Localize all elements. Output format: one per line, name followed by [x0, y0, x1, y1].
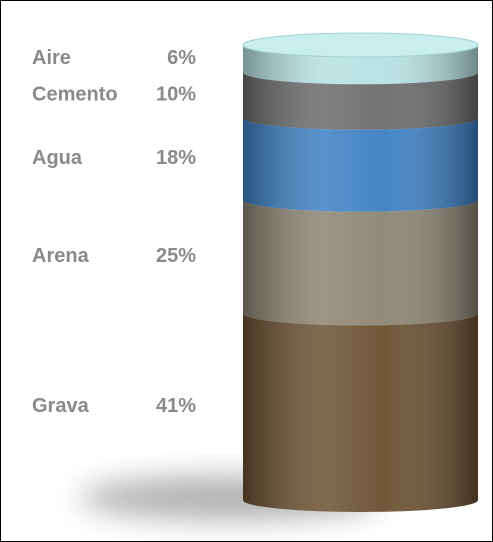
layer-shade	[243, 72, 478, 130]
cylinder	[242, 32, 479, 512]
layer-percent: 18%	[156, 147, 196, 169]
layer-shade	[243, 199, 478, 326]
layer-percent: 25%	[156, 245, 196, 267]
layer-name: Arena	[32, 245, 90, 267]
layer-name: Cemento	[32, 83, 118, 105]
layer-name: Agua	[32, 147, 83, 169]
layer-shade	[243, 313, 478, 512]
layer-percent: 41%	[156, 395, 196, 417]
layer-percent: 6%	[167, 47, 196, 69]
layer-shade	[243, 45, 478, 85]
layer-name: Aire	[32, 47, 71, 69]
layer-name: Grava	[32, 395, 90, 417]
layer-percent: 10%	[156, 83, 196, 105]
cylinder-top	[242, 32, 479, 58]
layer-shade	[243, 117, 478, 212]
